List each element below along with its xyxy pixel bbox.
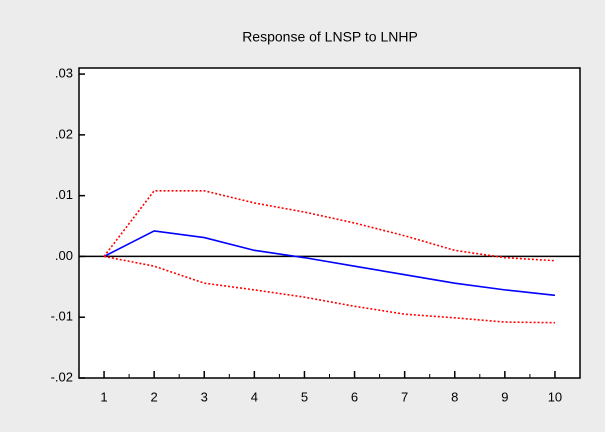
y-tick-label: -.01 [51, 309, 73, 324]
x-tick-label: 10 [548, 389, 562, 404]
x-tick-label: 8 [451, 389, 458, 404]
series-line [103, 189, 555, 262]
y-tick-label: .03 [55, 66, 73, 81]
x-tick-label: 7 [401, 389, 408, 404]
x-tick-label: 1 [100, 389, 107, 404]
x-tick-label: 4 [251, 389, 258, 404]
x-tick-label: 9 [501, 389, 508, 404]
chart-title: Response of LNSP to LNHP [242, 29, 418, 45]
y-tick-label: -.02 [51, 369, 73, 384]
x-tick-label: 3 [201, 389, 208, 404]
x-tick-label: 5 [301, 389, 308, 404]
x-tick-label: 2 [151, 389, 158, 404]
y-tick-label: .00 [55, 248, 73, 263]
x-tick-label: 6 [351, 389, 358, 404]
plot-area [78, 67, 581, 379]
y-tick-label: .02 [55, 126, 73, 141]
y-tick-label: .01 [55, 187, 73, 202]
series-line [103, 255, 555, 324]
series-line [103, 230, 556, 297]
